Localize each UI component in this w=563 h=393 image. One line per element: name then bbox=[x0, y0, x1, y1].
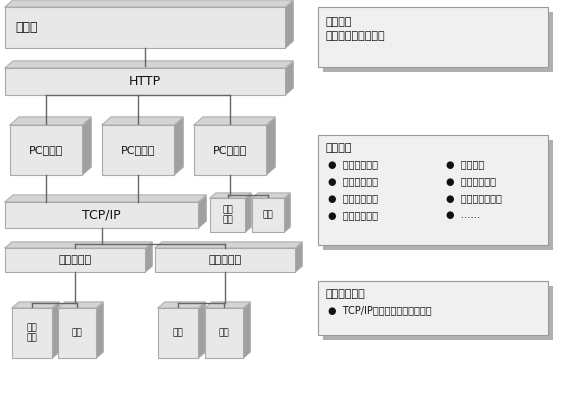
Polygon shape bbox=[245, 193, 251, 232]
Text: 测试数据存储与查询: 测试数据存储与查询 bbox=[326, 31, 386, 41]
Polygon shape bbox=[285, 0, 293, 48]
FancyBboxPatch shape bbox=[323, 286, 553, 340]
FancyBboxPatch shape bbox=[194, 125, 266, 175]
Text: TCP/IP: TCP/IP bbox=[82, 209, 121, 222]
Polygon shape bbox=[5, 0, 293, 7]
Text: HTTP: HTTP bbox=[129, 75, 161, 88]
Text: ●  产品遥测遥控: ● 产品遥测遥控 bbox=[328, 210, 378, 220]
Text: ●  传输协议定义: ● 传输协议定义 bbox=[328, 159, 378, 169]
Polygon shape bbox=[252, 193, 290, 198]
Text: 终端
设备: 终端 设备 bbox=[26, 323, 37, 343]
FancyBboxPatch shape bbox=[318, 281, 548, 335]
FancyBboxPatch shape bbox=[5, 7, 285, 48]
Polygon shape bbox=[12, 302, 59, 308]
Polygon shape bbox=[58, 302, 103, 308]
FancyBboxPatch shape bbox=[5, 202, 198, 228]
Text: PC客户端: PC客户端 bbox=[121, 145, 155, 155]
Polygon shape bbox=[198, 302, 205, 358]
FancyBboxPatch shape bbox=[205, 308, 243, 358]
Text: ●  测试流程定义: ● 测试流程定义 bbox=[328, 193, 378, 203]
Polygon shape bbox=[210, 193, 251, 198]
Text: PC客户端: PC客户端 bbox=[213, 145, 247, 155]
FancyBboxPatch shape bbox=[318, 135, 548, 245]
Polygon shape bbox=[205, 302, 250, 308]
Polygon shape bbox=[285, 61, 293, 95]
Text: 服务端: 服务端 bbox=[15, 21, 38, 34]
FancyBboxPatch shape bbox=[5, 68, 285, 95]
Polygon shape bbox=[155, 242, 302, 248]
Text: 仪器: 仪器 bbox=[262, 211, 274, 220]
Text: 服务器：: 服务器： bbox=[326, 17, 352, 27]
Text: ●  TCP/IP与设备接口的数据中转: ● TCP/IP与设备接口的数据中转 bbox=[328, 305, 432, 315]
FancyBboxPatch shape bbox=[10, 125, 82, 175]
Polygon shape bbox=[10, 117, 91, 125]
Text: 转发中间件：: 转发中间件： bbox=[326, 289, 366, 299]
FancyBboxPatch shape bbox=[158, 308, 198, 358]
Polygon shape bbox=[5, 61, 293, 68]
Polygon shape bbox=[52, 302, 59, 358]
Text: 仪器: 仪器 bbox=[218, 329, 229, 338]
Text: 仪器: 仪器 bbox=[72, 329, 82, 338]
Polygon shape bbox=[284, 193, 290, 232]
Polygon shape bbox=[96, 302, 103, 358]
Text: PC客户端: PC客户端 bbox=[29, 145, 63, 155]
Polygon shape bbox=[5, 242, 152, 248]
Polygon shape bbox=[158, 302, 205, 308]
Text: 仪器: 仪器 bbox=[173, 329, 184, 338]
Text: ●  数据上传与下载: ● 数据上传与下载 bbox=[446, 193, 502, 203]
FancyBboxPatch shape bbox=[323, 140, 553, 250]
FancyBboxPatch shape bbox=[155, 248, 295, 272]
Polygon shape bbox=[266, 117, 275, 175]
Polygon shape bbox=[194, 117, 275, 125]
FancyBboxPatch shape bbox=[210, 198, 245, 232]
Polygon shape bbox=[5, 195, 206, 202]
FancyBboxPatch shape bbox=[252, 198, 284, 232]
FancyBboxPatch shape bbox=[58, 308, 96, 358]
Polygon shape bbox=[243, 302, 250, 358]
FancyBboxPatch shape bbox=[5, 248, 145, 272]
Polygon shape bbox=[174, 117, 183, 175]
FancyBboxPatch shape bbox=[102, 125, 174, 175]
Polygon shape bbox=[82, 117, 91, 175]
Text: ●  测试报告生成: ● 测试报告生成 bbox=[446, 176, 496, 186]
Polygon shape bbox=[295, 242, 302, 272]
FancyBboxPatch shape bbox=[323, 12, 553, 72]
Polygon shape bbox=[145, 242, 152, 272]
Polygon shape bbox=[198, 195, 206, 228]
FancyBboxPatch shape bbox=[12, 308, 52, 358]
Text: 转发中间件: 转发中间件 bbox=[59, 255, 92, 265]
Text: ●  仪器监控: ● 仪器监控 bbox=[446, 159, 484, 169]
Text: ●  ……: ● …… bbox=[446, 210, 480, 220]
Text: 终端
设备: 终端 设备 bbox=[222, 205, 233, 225]
Text: ●  物理接口定义: ● 物理接口定义 bbox=[328, 176, 378, 186]
Text: 客户端：: 客户端： bbox=[326, 143, 352, 153]
Polygon shape bbox=[102, 117, 183, 125]
Text: 转发中间件: 转发中间件 bbox=[208, 255, 242, 265]
FancyBboxPatch shape bbox=[318, 7, 548, 67]
